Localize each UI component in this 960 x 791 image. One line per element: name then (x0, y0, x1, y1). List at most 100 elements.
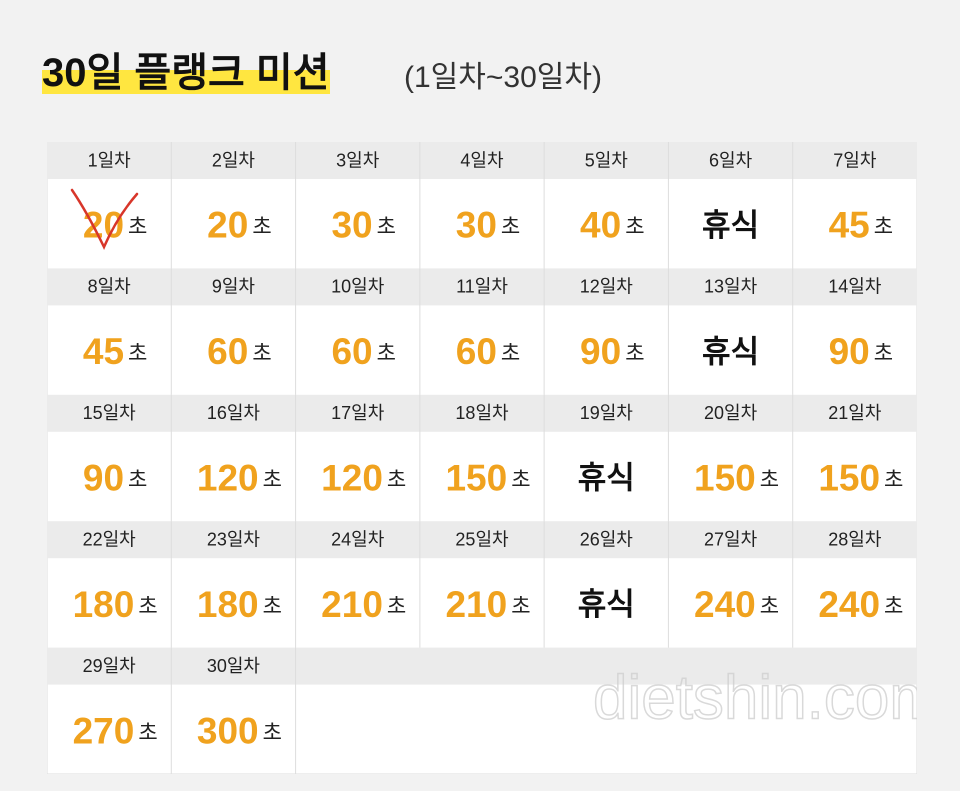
amount-cell: 60 초 (456, 331, 520, 372)
check-mark (70, 188, 139, 250)
unit: 초 (128, 342, 147, 365)
amount-cell: 240 초 (818, 584, 903, 625)
subtitle: (1일차~30일차) (404, 61, 602, 94)
amount-cell: 270 초 (73, 710, 158, 751)
amount: 40 (580, 204, 621, 245)
day-label: 23일차 (207, 529, 261, 549)
amount-cell: 45 초 (829, 204, 893, 245)
amount-cell: 90 초 (83, 457, 147, 498)
watermark: dietshin.com (593, 663, 917, 732)
amount: 30 (331, 204, 372, 245)
amount-cell: 150 초 (445, 457, 530, 498)
day-label: 13일차 (704, 277, 758, 297)
unit: 초 (511, 594, 530, 617)
unit: 초 (387, 468, 406, 491)
amount: 180 (197, 584, 259, 625)
day-label: 3일차 (336, 150, 380, 170)
unit: 초 (377, 215, 396, 238)
day-label: 17일차 (331, 403, 385, 423)
unit: 초 (511, 468, 530, 491)
day-label: 21일차 (828, 403, 882, 423)
amount-cell: 120 초 (197, 457, 282, 498)
amount: 45 (829, 204, 870, 245)
amount-cell: 150 초 (818, 457, 903, 498)
unit: 초 (501, 215, 520, 238)
amount: 150 (818, 457, 880, 498)
day-label: 1일차 (88, 150, 132, 170)
unit: 초 (625, 342, 644, 365)
day-label: 19일차 (580, 403, 634, 423)
day-label: 18일차 (455, 403, 509, 423)
amount: 300 (197, 710, 259, 751)
rest-label: 휴식 (578, 461, 635, 496)
amount-cell: 45 초 (83, 331, 147, 372)
unit: 초 (252, 215, 271, 238)
day-label: 24일차 (331, 529, 385, 549)
header-band (47, 647, 917, 685)
unit: 초 (874, 215, 893, 238)
amount-cell: 30 초 (331, 204, 395, 245)
header-band (47, 142, 917, 179)
day-label: 11일차 (456, 277, 508, 297)
amount-cell: 300 초 (197, 710, 282, 751)
amount: 45 (83, 331, 124, 372)
amount-cell: 20 초 (207, 204, 271, 245)
unit: 초 (263, 721, 282, 744)
day-label: 14일차 (828, 277, 882, 297)
day-label: 15일차 (83, 403, 137, 423)
amount: 60 (456, 331, 497, 372)
amount-cell: 60 초 (331, 331, 395, 372)
amount-cell: 180 초 (73, 584, 158, 625)
day-label: 6일차 (709, 150, 753, 170)
amount-cell: 150 초 (694, 457, 779, 498)
day-label: 25일차 (455, 529, 509, 549)
day-label: 7일차 (833, 150, 877, 170)
day-label: 20일차 (704, 403, 758, 423)
amount: 150 (445, 457, 507, 498)
unit: 초 (760, 594, 779, 617)
unit: 초 (625, 215, 644, 238)
day-label: 12일차 (580, 277, 634, 297)
unit: 초 (138, 721, 157, 744)
amount: 20 (83, 204, 124, 245)
amount-cell: 120 초 (321, 457, 406, 498)
amount: 210 (321, 584, 383, 625)
unit: 초 (128, 215, 147, 238)
rest-label: 휴식 (702, 208, 759, 243)
day-label: 4일차 (460, 150, 504, 170)
day-label: 28일차 (828, 529, 882, 549)
day-label: 26일차 (580, 529, 634, 549)
amount: 270 (73, 710, 135, 751)
unit: 초 (874, 342, 893, 365)
unit: 초 (377, 342, 396, 365)
amount: 120 (197, 457, 259, 498)
day-label: 10일차 (331, 277, 385, 297)
day-label: 22일차 (83, 529, 137, 549)
header-band (47, 521, 917, 559)
amount: 30 (456, 204, 497, 245)
amount: 60 (331, 331, 372, 372)
amount: 120 (321, 457, 383, 498)
amount: 180 (73, 584, 135, 625)
amount: 240 (818, 584, 880, 625)
amount: 150 (694, 457, 756, 498)
amount: 240 (694, 584, 756, 625)
amount-cell: 180 초 (197, 584, 282, 625)
amount: 20 (207, 204, 248, 245)
day-label: 29일차 (83, 656, 137, 676)
amount-cell: 20 초 (83, 204, 147, 245)
day-label: 9일차 (212, 277, 256, 297)
unit: 초 (252, 342, 271, 365)
day-label: 8일차 (88, 277, 132, 297)
amount: 90 (83, 457, 124, 498)
amount-cell: 240 초 (694, 584, 779, 625)
unit: 초 (263, 594, 282, 617)
day-label: 27일차 (704, 529, 758, 549)
day-label: 5일차 (585, 150, 629, 170)
header-band (47, 394, 917, 432)
day-label: 30일차 (207, 656, 261, 676)
unit: 초 (263, 468, 282, 491)
rest-label: 휴식 (702, 334, 759, 369)
